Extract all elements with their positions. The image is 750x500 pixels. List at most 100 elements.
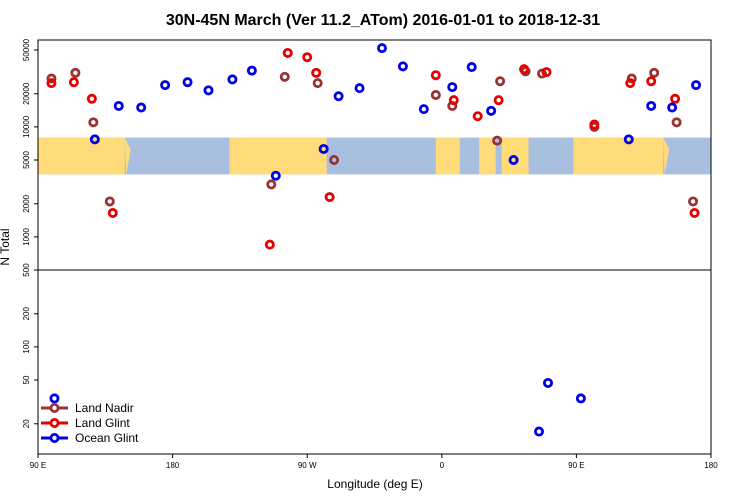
x-tick-label-0: 90 E: [30, 461, 46, 470]
land-nadir-point-11: [495, 76, 506, 87]
data-points: [46, 43, 702, 437]
ocean-glint-point-21: [542, 377, 553, 388]
land-nadir-point-16: [649, 67, 660, 78]
x-tick-label-1: 180: [166, 461, 180, 470]
map-land-5: [573, 137, 664, 175]
ocean-glint-point-2: [113, 100, 124, 111]
ocean-glint-point-18: [486, 105, 497, 116]
land-nadir-point-4: [266, 179, 277, 190]
y-axis-label: N Total: [0, 228, 12, 265]
legend-marker-land-glint: [49, 417, 60, 428]
map-land-japan: [124, 137, 131, 175]
map-land-0: [38, 137, 125, 175]
land-glint-point-4: [264, 239, 275, 250]
land-glint-point-1: [68, 77, 79, 88]
ocean-glint-point-23: [623, 134, 634, 145]
legend-label-land-nadir: Land Nadir: [75, 401, 134, 415]
ocean-glint-point-24: [646, 100, 657, 111]
ocean-glint-point-5: [182, 77, 193, 88]
ocean-glint-point-20: [534, 426, 545, 437]
ocean-glint-point-4: [160, 80, 171, 91]
legend-marker-land-nadir: [49, 402, 60, 413]
y-tick-label-8: 10000: [22, 115, 31, 138]
x-tick-label-4: 90 E: [568, 461, 584, 470]
land-nadir-point-7: [329, 154, 340, 165]
ocean-glint-point-12: [354, 83, 365, 94]
land-glint-point-16: [625, 78, 636, 89]
map-land-2: [435, 137, 460, 175]
ocean-glint-point-17: [466, 62, 477, 73]
ocean-glint-point-11: [333, 91, 344, 102]
y-tick-label-0: 20: [22, 419, 31, 428]
x-axis: 90 E 180 90 W 0 90 E 180: [30, 454, 718, 470]
ocean-glint-point-3: [136, 102, 147, 113]
land-nadir-point-3: [104, 196, 115, 207]
land-nadir-point-5: [279, 71, 290, 82]
ocean-glint-point-1: [89, 134, 100, 145]
y-axis: 20 50 100 200 500 1000 2000 5000 10000 20000 50000: [22, 38, 38, 428]
land-glint-point-2: [86, 93, 97, 104]
x-tick-label-5: 180: [704, 461, 718, 470]
y-tick-label-2: 100: [22, 340, 31, 354]
x-tick-label-2: 90 W: [298, 461, 317, 470]
land-glint-point-5: [282, 47, 293, 58]
land-nadir-point-1: [70, 67, 81, 78]
ocean-glint-point-13: [376, 43, 387, 54]
land-glint-point-9: [430, 70, 441, 81]
y-tick-label-9: 20000: [22, 82, 31, 105]
y-tick-label-10: 50000: [22, 38, 31, 61]
ocean-glint-point-26: [691, 80, 702, 91]
land-glint-point-6: [302, 52, 313, 63]
y-tick-label-6: 2000: [22, 194, 31, 212]
land-glint-point-12: [493, 95, 504, 106]
land-nadir-point-2: [88, 117, 99, 128]
land-glint-point-11: [472, 111, 483, 122]
ocean-glint-point-16: [447, 82, 458, 93]
y-tick-label-1: 50: [22, 375, 31, 384]
land-nadir-point-0: [46, 73, 57, 84]
land-nadir-point-15: [626, 73, 637, 84]
land-glint-point-18: [670, 93, 681, 104]
land-glint-point-17: [646, 76, 657, 87]
world-map-band: [38, 137, 711, 175]
x-axis-label: Longitude (deg E): [327, 477, 422, 491]
y-tick-label-3: 200: [22, 307, 31, 321]
y-tick-label-5: 1000: [22, 227, 31, 245]
land-nadir-point-8: [430, 89, 441, 100]
map-land-1: [229, 137, 327, 175]
land-nadir-point-6: [312, 78, 323, 89]
land-nadir-point-17: [671, 117, 682, 128]
ocean-glint-point-25: [667, 102, 678, 113]
ocean-glint-point-10: [318, 143, 329, 154]
land-glint-point-10: [448, 95, 459, 106]
chart-title: 30N-45N March (Ver 11.2_ATom) 2016-01-01…: [166, 12, 600, 29]
ocean-glint-point-7: [227, 74, 238, 85]
y-tick-label-4: 500: [22, 263, 31, 277]
land-glint-point-3: [107, 207, 118, 218]
x-tick-label-3: 0: [440, 461, 445, 470]
ocean-glint-point-6: [203, 85, 214, 96]
map-land-japan-2: [663, 137, 670, 175]
legend-label-land-glint: Land Glint: [75, 416, 130, 430]
land-nadir-point-18: [688, 196, 699, 207]
legend-label-ocean-glint: Ocean Glint: [75, 431, 139, 445]
ocean-glint-point-8: [246, 65, 257, 76]
land-glint-point-19: [689, 207, 700, 218]
plot-frame: [37, 39, 712, 455]
ocean-glint-point-19: [508, 154, 519, 165]
land-glint-point-8: [324, 192, 335, 203]
land-glint-point-14: [541, 67, 552, 78]
land-glint-point-13: [519, 64, 530, 75]
ocean-glint-point-22: [575, 393, 586, 404]
ocean-glint-point-15: [418, 104, 429, 115]
legend-marker-ocean-glint: [49, 432, 60, 443]
land-nadir-point-10: [492, 135, 503, 146]
ocean-glint-point-14: [397, 61, 408, 72]
map-land-3: [479, 137, 496, 175]
land-glint-point-7: [311, 67, 322, 78]
ocean-glint-point-9: [270, 170, 281, 181]
land-glint-point-15: [589, 119, 600, 130]
y-tick-label-7: 5000: [22, 151, 31, 169]
